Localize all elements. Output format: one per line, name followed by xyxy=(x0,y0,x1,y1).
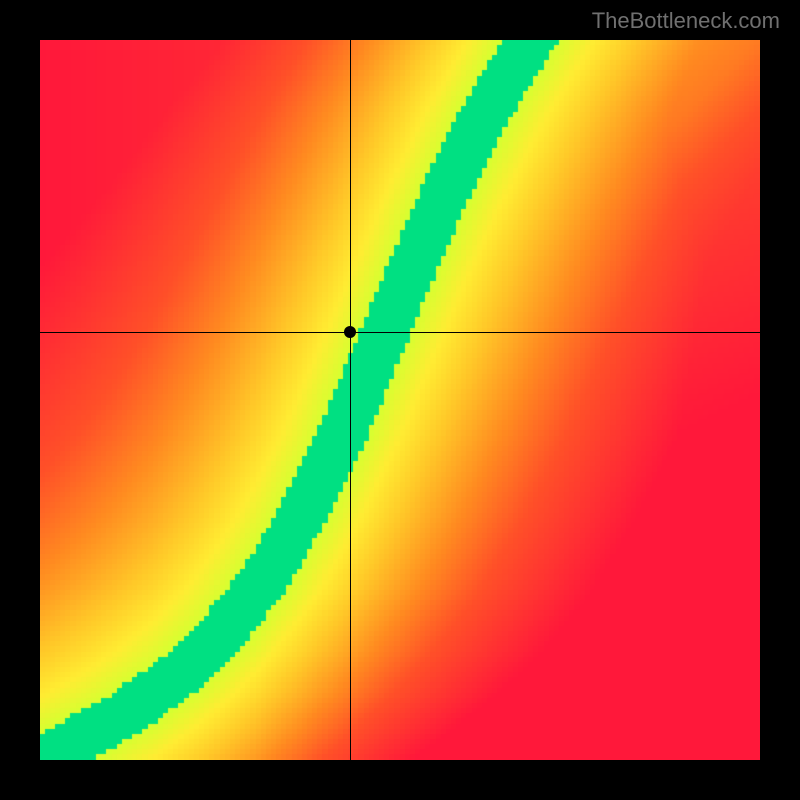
crosshair-vertical xyxy=(350,40,351,760)
watermark-text: TheBottleneck.com xyxy=(592,8,780,34)
heatmap-plot xyxy=(40,40,760,760)
crosshair-horizontal xyxy=(40,332,760,333)
crosshair-dot xyxy=(344,326,356,338)
heatmap-canvas xyxy=(40,40,760,760)
